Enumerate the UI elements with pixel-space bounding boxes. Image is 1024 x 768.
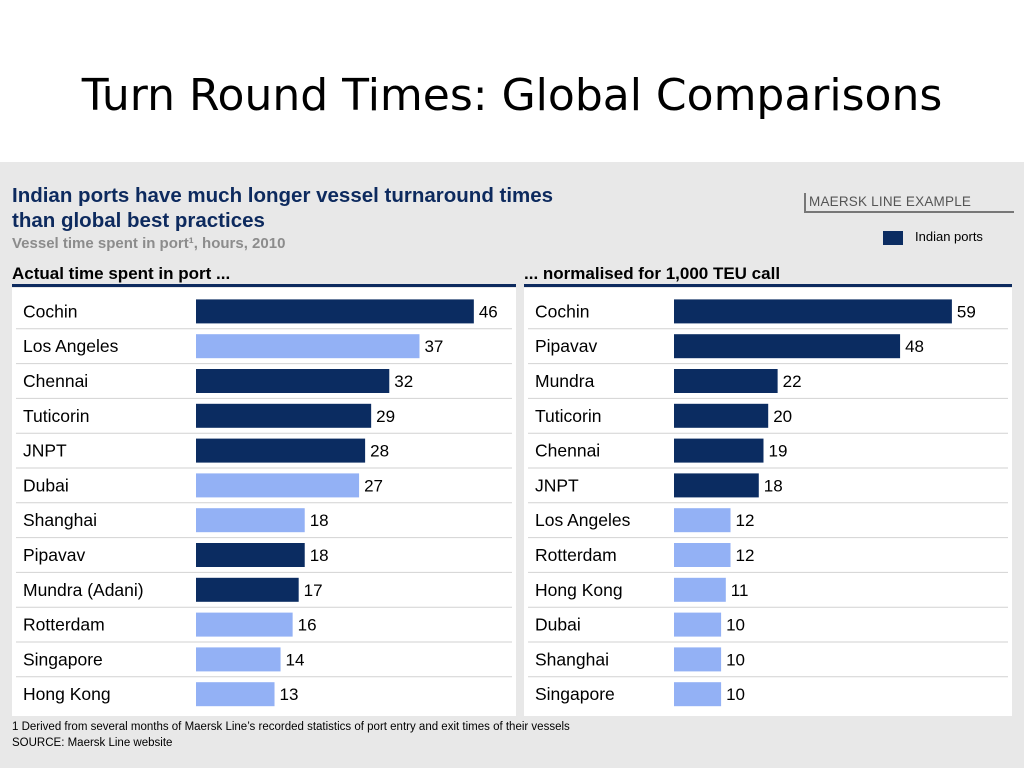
headline-line-2: than global best practices <box>12 209 265 232</box>
value-label: 10 <box>726 616 745 635</box>
category-label: Singapore <box>535 684 615 704</box>
chart-subtitle: Vessel time spent in port¹, hours, 2010 <box>12 235 286 252</box>
value-label: 37 <box>424 337 443 356</box>
value-label: 18 <box>764 476 783 495</box>
bar <box>674 508 731 533</box>
legend-swatch-indian <box>883 231 903 245</box>
right-bar-chart: Cochin 59 Pipavav 48 Mundra 22 Tuticorin 20 Chen… <box>528 299 1008 707</box>
category-label: Los Angeles <box>535 510 631 530</box>
value-label: 27 <box>364 476 383 495</box>
category-label: Hong Kong <box>23 684 111 704</box>
category-label: Dubai <box>23 475 69 495</box>
value-label: 16 <box>298 616 317 635</box>
slide-title: Turn Round Times: Global Comparisons <box>81 70 943 121</box>
chart-headline: Indian ports have much longer vessel tur… <box>12 183 772 233</box>
category-label: Hong Kong <box>535 580 623 600</box>
left-bar-chart: Cochin 46 Los Angeles 37 Chennai 32 Tuticorin 2… <box>16 299 512 707</box>
value-label: 10 <box>726 685 745 704</box>
bar <box>674 612 722 637</box>
value-label: 59 <box>957 302 976 321</box>
value-label: 29 <box>376 407 395 426</box>
category-label: Shanghai <box>535 649 609 669</box>
category-label: JNPT <box>23 441 67 461</box>
value-label: 10 <box>726 650 745 669</box>
bar <box>196 403 372 428</box>
category-label: Chennai <box>23 371 88 391</box>
left-chart-title: Actual time spent in port ... <box>12 264 231 283</box>
value-label: 12 <box>736 546 755 565</box>
bar <box>196 612 293 637</box>
value-label: 13 <box>280 685 299 704</box>
bar <box>196 577 299 602</box>
category-label: Dubai <box>535 615 581 635</box>
bar <box>674 473 759 498</box>
value-label: 11 <box>731 581 749 600</box>
bar <box>674 577 726 602</box>
value-label: 20 <box>773 407 792 426</box>
bar <box>674 369 778 393</box>
value-label: 18 <box>310 546 329 565</box>
category-label: Mundra <box>535 371 595 391</box>
value-label: 18 <box>310 511 329 530</box>
bar <box>196 682 275 707</box>
value-label: 28 <box>370 442 389 461</box>
bar <box>674 438 764 463</box>
right-chart-title: ... normalised for 1,000 TEU call <box>524 264 781 283</box>
bar <box>674 647 722 672</box>
bar <box>196 647 281 672</box>
category-label: Singapore <box>23 649 103 669</box>
category-label: Pipavav <box>23 545 86 565</box>
bar <box>674 682 722 707</box>
bar <box>674 334 901 359</box>
value-label: 46 <box>479 302 498 321</box>
source-note: SOURCE: Maersk Line website <box>12 737 173 749</box>
value-label: 19 <box>768 442 787 461</box>
category-label: Rotterdam <box>23 615 105 635</box>
category-label: Tuticorin <box>23 406 89 426</box>
value-label: 32 <box>394 372 413 391</box>
bar <box>196 369 390 393</box>
category-label: Cochin <box>535 301 589 321</box>
footnote-block: 1 Derived from several months of Maersk … <box>12 719 570 751</box>
category-label: Tuticorin <box>535 406 601 426</box>
example-label: MAERSK LINE EXAMPLE <box>809 194 972 209</box>
category-label: JNPT <box>535 475 579 495</box>
value-label: 17 <box>304 581 323 600</box>
bar <box>196 438 366 463</box>
bar <box>196 334 420 359</box>
footnote: 1 Derived from several months of Maersk … <box>12 721 570 733</box>
category-label: Rotterdam <box>535 545 617 565</box>
category-label: Cochin <box>23 301 77 321</box>
value-label: 12 <box>736 511 755 530</box>
legend-label: Indian ports <box>915 229 983 244</box>
right-chart-area: Cochin 59 Pipavav 48 Mundra 22 Tuticorin 20 Chen… <box>524 288 1012 716</box>
value-label: 14 <box>286 650 305 669</box>
category-label: Pipavav <box>535 336 598 356</box>
bar <box>196 473 360 498</box>
category-label: Los Angeles <box>23 336 119 356</box>
bar <box>674 403 769 428</box>
category-label: Mundra (Adani) <box>23 580 144 600</box>
left-chart-area: Cochin 46 Los Angeles 37 Chennai 32 Tuticorin 2… <box>12 288 516 716</box>
right-chart-rule <box>524 284 1012 287</box>
example-bracket <box>804 193 1014 213</box>
bar <box>196 299 474 324</box>
bar <box>196 543 305 567</box>
bar <box>674 299 952 324</box>
headline-line-1: Indian ports have much longer vessel tur… <box>12 184 554 207</box>
left-chart-rule <box>12 284 516 287</box>
category-label: Shanghai <box>23 510 97 530</box>
bar <box>674 543 731 567</box>
value-label: 48 <box>905 337 924 356</box>
value-label: 22 <box>783 372 802 391</box>
category-label: Chennai <box>535 441 600 461</box>
bar <box>196 508 305 533</box>
